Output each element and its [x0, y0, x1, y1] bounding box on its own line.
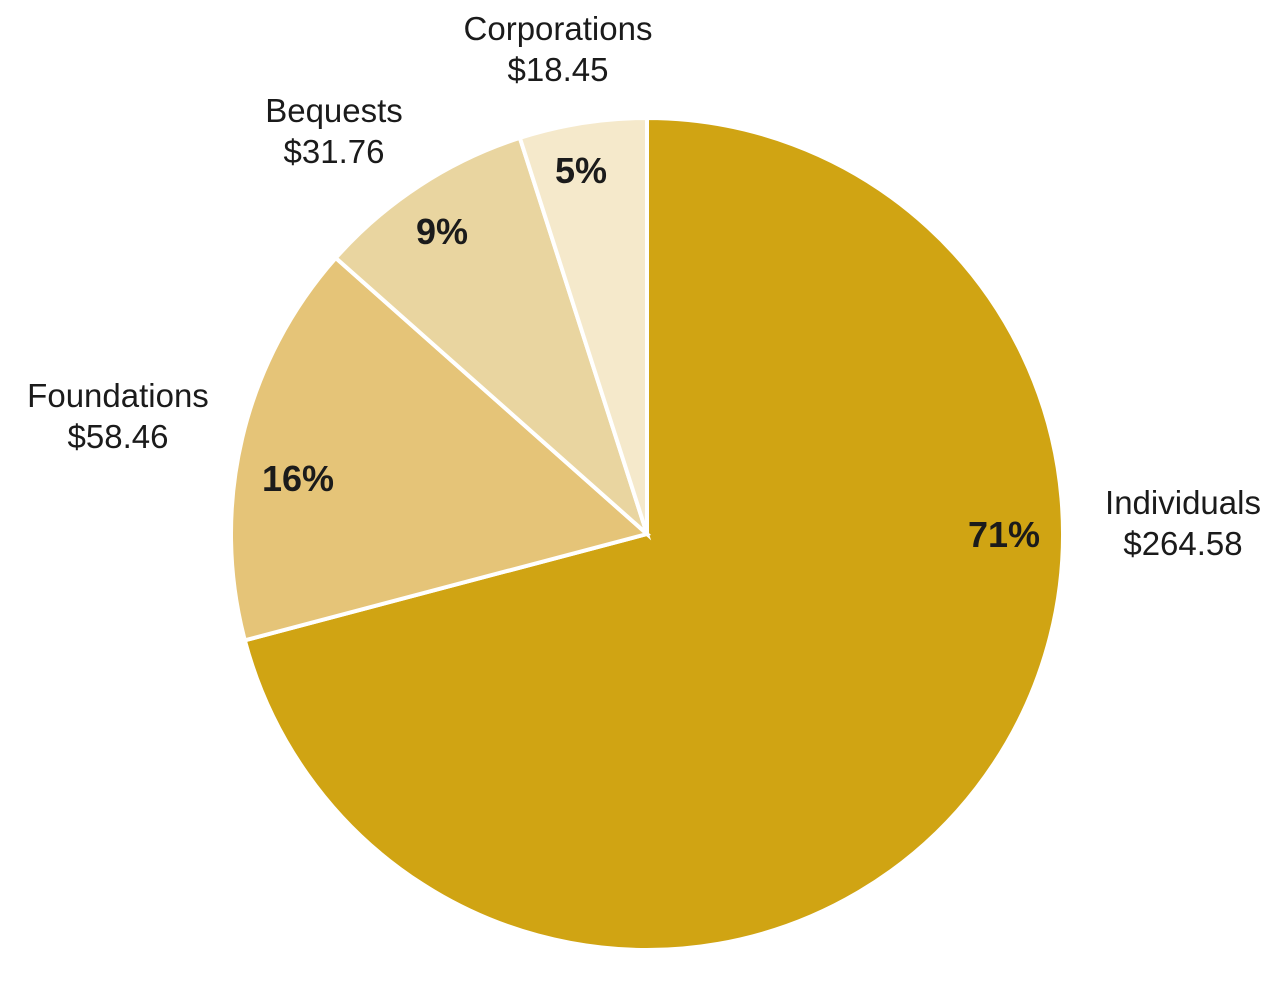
pie-slice-bequests[interactable] [332, 135, 652, 541]
pie-slice-individuals[interactable] [242, 115, 1065, 952]
pie-slice-corporations[interactable] [517, 115, 649, 535]
pie-slice-foundations[interactable] [229, 255, 652, 643]
